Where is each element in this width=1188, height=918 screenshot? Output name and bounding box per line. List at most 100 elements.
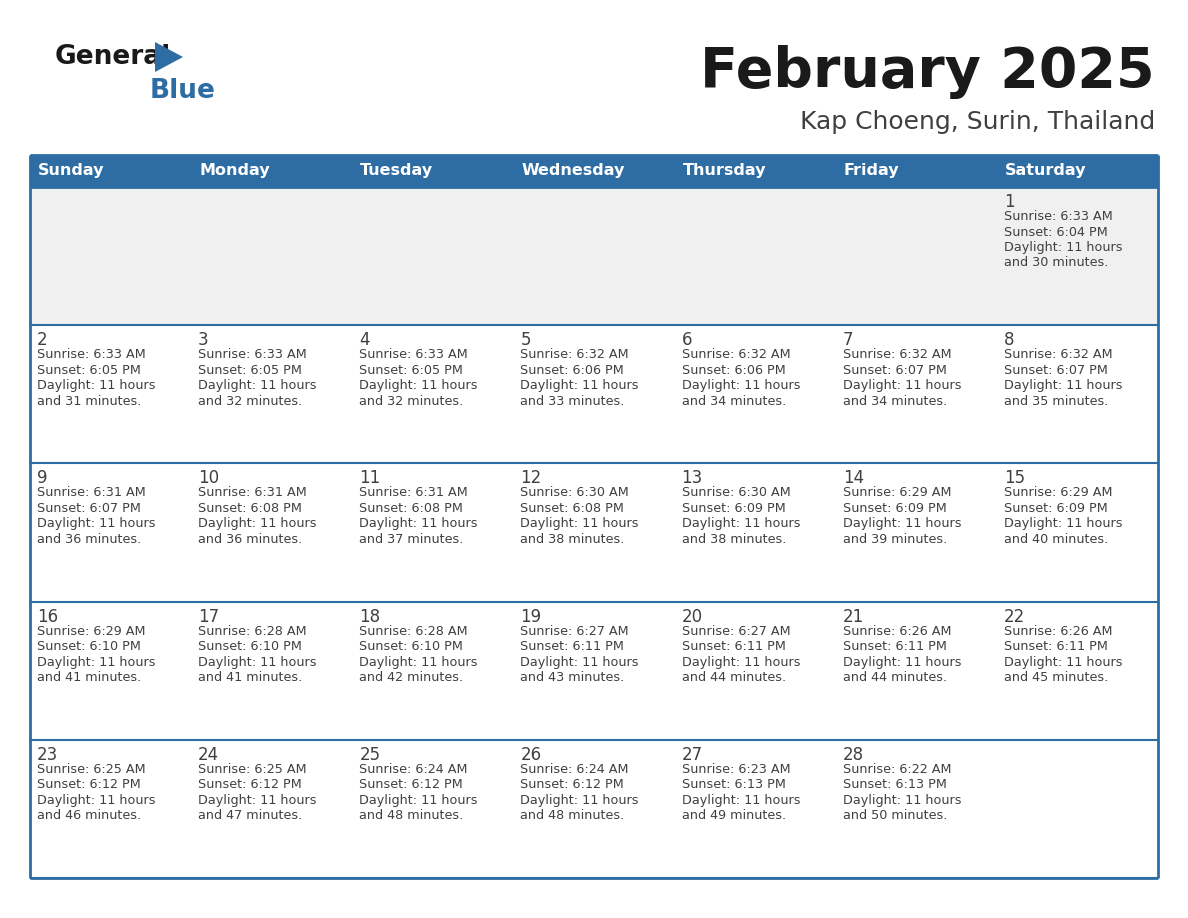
Text: Sunrise: 6:22 AM: Sunrise: 6:22 AM [842,763,952,776]
Bar [191,187,353,325]
Text: February 2025: February 2025 [701,45,1155,99]
Text: Sunset: 6:07 PM: Sunset: 6:07 PM [842,364,947,376]
Text: Sunrise: 6:28 AM: Sunrise: 6:28 AM [359,624,468,638]
Text: 12: 12 [520,469,542,487]
Text: Sunset: 6:09 PM: Sunset: 6:09 PM [1004,502,1107,515]
Text: 22: 22 [1004,608,1025,625]
Text: Sunset: 6:10 PM: Sunset: 6:10 PM [198,640,302,653]
Text: 17: 17 [198,608,220,625]
Bar [997,601,1158,740]
Text: Sunrise: 6:29 AM: Sunrise: 6:29 AM [1004,487,1112,499]
Text: 26: 26 [520,745,542,764]
Text: Sunset: 6:07 PM: Sunset: 6:07 PM [37,502,141,515]
Bar [513,740,675,878]
Text: 9: 9 [37,469,48,487]
Bar [675,187,835,325]
Bar [835,187,997,325]
Text: Daylight: 11 hours: Daylight: 11 hours [1004,518,1123,531]
Text: and 47 minutes.: and 47 minutes. [198,810,303,823]
Text: Sunrise: 6:29 AM: Sunrise: 6:29 AM [37,624,145,638]
Text: Daylight: 11 hours: Daylight: 11 hours [359,518,478,531]
Text: Sunset: 6:08 PM: Sunset: 6:08 PM [520,502,625,515]
Bar [30,325,191,464]
Text: and 49 minutes.: and 49 minutes. [682,810,785,823]
Text: Sunset: 6:11 PM: Sunset: 6:11 PM [682,640,785,653]
Text: Sunrise: 6:27 AM: Sunrise: 6:27 AM [682,624,790,638]
Text: Sunrise: 6:33 AM: Sunrise: 6:33 AM [1004,210,1113,223]
Text: and 41 minutes.: and 41 minutes. [198,671,303,684]
Text: Daylight: 11 hours: Daylight: 11 hours [37,518,156,531]
Text: Daylight: 11 hours: Daylight: 11 hours [1004,379,1123,392]
Text: Sunset: 6:06 PM: Sunset: 6:06 PM [520,364,624,376]
Text: Sunset: 6:10 PM: Sunset: 6:10 PM [37,640,141,653]
Text: Sunset: 6:09 PM: Sunset: 6:09 PM [682,502,785,515]
Text: Sunrise: 6:32 AM: Sunrise: 6:32 AM [682,348,790,361]
Text: 13: 13 [682,469,703,487]
Text: Sunrise: 6:30 AM: Sunrise: 6:30 AM [682,487,790,499]
Bar [513,187,675,325]
Text: and 40 minutes.: and 40 minutes. [1004,533,1108,546]
Text: Daylight: 11 hours: Daylight: 11 hours [682,794,800,807]
Text: and 34 minutes.: and 34 minutes. [682,395,785,408]
Text: Kap Choeng, Surin, Thailand: Kap Choeng, Surin, Thailand [800,110,1155,134]
Text: Sunrise: 6:26 AM: Sunrise: 6:26 AM [1004,624,1112,638]
Text: 19: 19 [520,608,542,625]
Text: Sunset: 6:09 PM: Sunset: 6:09 PM [842,502,947,515]
Text: and 31 minutes.: and 31 minutes. [37,395,141,408]
Text: Sunset: 6:04 PM: Sunset: 6:04 PM [1004,226,1107,239]
Text: 16: 16 [37,608,58,625]
Text: Daylight: 11 hours: Daylight: 11 hours [37,379,156,392]
Text: and 38 minutes.: and 38 minutes. [520,533,625,546]
Text: and 48 minutes.: and 48 minutes. [520,810,625,823]
Text: Sunrise: 6:24 AM: Sunrise: 6:24 AM [359,763,468,776]
Text: Sunrise: 6:31 AM: Sunrise: 6:31 AM [359,487,468,499]
Text: 24: 24 [198,745,220,764]
Text: Sunrise: 6:26 AM: Sunrise: 6:26 AM [842,624,952,638]
Text: and 46 minutes.: and 46 minutes. [37,810,141,823]
Text: 25: 25 [359,745,380,764]
Bar [30,187,191,325]
Text: Sunrise: 6:31 AM: Sunrise: 6:31 AM [37,487,146,499]
Text: 5: 5 [520,331,531,349]
Text: Daylight: 11 hours: Daylight: 11 hours [37,655,156,668]
Text: Sunrise: 6:33 AM: Sunrise: 6:33 AM [198,348,307,361]
Text: 23: 23 [37,745,58,764]
Polygon shape [154,42,183,72]
Text: Daylight: 11 hours: Daylight: 11 hours [198,379,317,392]
Text: and 48 minutes.: and 48 minutes. [359,810,463,823]
Bar [353,187,513,325]
Text: General: General [55,44,171,70]
Text: and 34 minutes.: and 34 minutes. [842,395,947,408]
Text: 15: 15 [1004,469,1025,487]
Text: and 39 minutes.: and 39 minutes. [842,533,947,546]
Bar [835,740,997,878]
Text: Daylight: 11 hours: Daylight: 11 hours [842,655,961,668]
Text: and 45 minutes.: and 45 minutes. [1004,671,1108,684]
Text: Tuesday: Tuesday [360,163,434,178]
Text: Daylight: 11 hours: Daylight: 11 hours [520,518,639,531]
Bar [835,325,997,464]
Text: Daylight: 11 hours: Daylight: 11 hours [682,379,800,392]
Bar [997,187,1158,325]
Text: Blue: Blue [150,78,216,104]
Text: 7: 7 [842,331,853,349]
Text: Daylight: 11 hours: Daylight: 11 hours [359,794,478,807]
Text: Daylight: 11 hours: Daylight: 11 hours [682,655,800,668]
Text: Sunrise: 6:31 AM: Sunrise: 6:31 AM [198,487,307,499]
Text: Thursday: Thursday [683,163,766,178]
Text: Daylight: 11 hours: Daylight: 11 hours [359,655,478,668]
Text: 4: 4 [359,331,369,349]
Text: Sunset: 6:07 PM: Sunset: 6:07 PM [1004,364,1107,376]
Text: 8: 8 [1004,331,1015,349]
Text: Sunset: 6:12 PM: Sunset: 6:12 PM [37,778,140,791]
Text: Friday: Friday [843,163,899,178]
Bar [513,325,675,464]
Text: Daylight: 11 hours: Daylight: 11 hours [842,518,961,531]
Text: and 44 minutes.: and 44 minutes. [682,671,785,684]
Bar [191,740,353,878]
Text: Daylight: 11 hours: Daylight: 11 hours [198,655,317,668]
Text: Sunset: 6:13 PM: Sunset: 6:13 PM [842,778,947,791]
Text: Daylight: 11 hours: Daylight: 11 hours [520,794,639,807]
Bar [835,601,997,740]
Text: 18: 18 [359,608,380,625]
